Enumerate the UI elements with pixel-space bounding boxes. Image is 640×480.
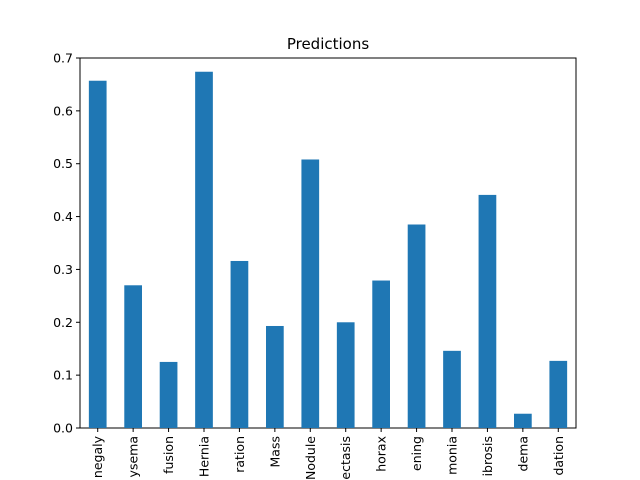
bar-12	[478, 194, 497, 428]
bar-3	[159, 361, 178, 428]
y-tick-label: 0.2	[53, 315, 73, 330]
bar-13	[514, 413, 532, 428]
y-tick-label: 0.5	[53, 156, 73, 171]
x-tick-label: monia	[445, 436, 460, 475]
x-tick-label: fusion	[161, 436, 176, 474]
bar-5	[230, 260, 249, 428]
x-tick-label: ectasis	[338, 436, 353, 480]
bar-6	[266, 325, 284, 428]
y-tick-label: 0.1	[53, 368, 73, 383]
x-tick-label: ration	[232, 436, 247, 473]
bar-14	[549, 360, 568, 428]
bar-8	[336, 322, 355, 428]
chart-title: Predictions	[287, 35, 370, 53]
bar-11	[443, 350, 461, 428]
y-tick-label: 0.3	[53, 262, 73, 277]
bar-2	[124, 285, 142, 428]
x-tick-label: Nodule	[303, 436, 318, 480]
y-tick-label: 0.7	[53, 51, 73, 66]
plot-area	[79, 57, 577, 429]
bar-7	[301, 159, 320, 428]
x-tick-label: ening	[409, 436, 424, 471]
x-tick-label: dation	[551, 436, 566, 476]
x-tick-label: Mass	[267, 436, 282, 467]
y-tick-label: 0.4	[53, 209, 73, 224]
bar-10	[407, 224, 426, 428]
x-tick-label: dema	[515, 436, 530, 471]
x-tick-label: Hernia	[197, 436, 212, 477]
x-tick-label: ibrosis	[480, 436, 495, 476]
x-tick-label: negaly	[90, 435, 105, 478]
bar-1	[88, 80, 107, 428]
x-tick-label: horax	[374, 436, 389, 472]
x-tick-label: ysema	[126, 436, 141, 477]
bar-4	[195, 71, 213, 428]
bar-9	[372, 280, 390, 428]
y-tick-label: 0.6	[53, 103, 73, 118]
y-tick-label: 0.0	[53, 421, 73, 436]
